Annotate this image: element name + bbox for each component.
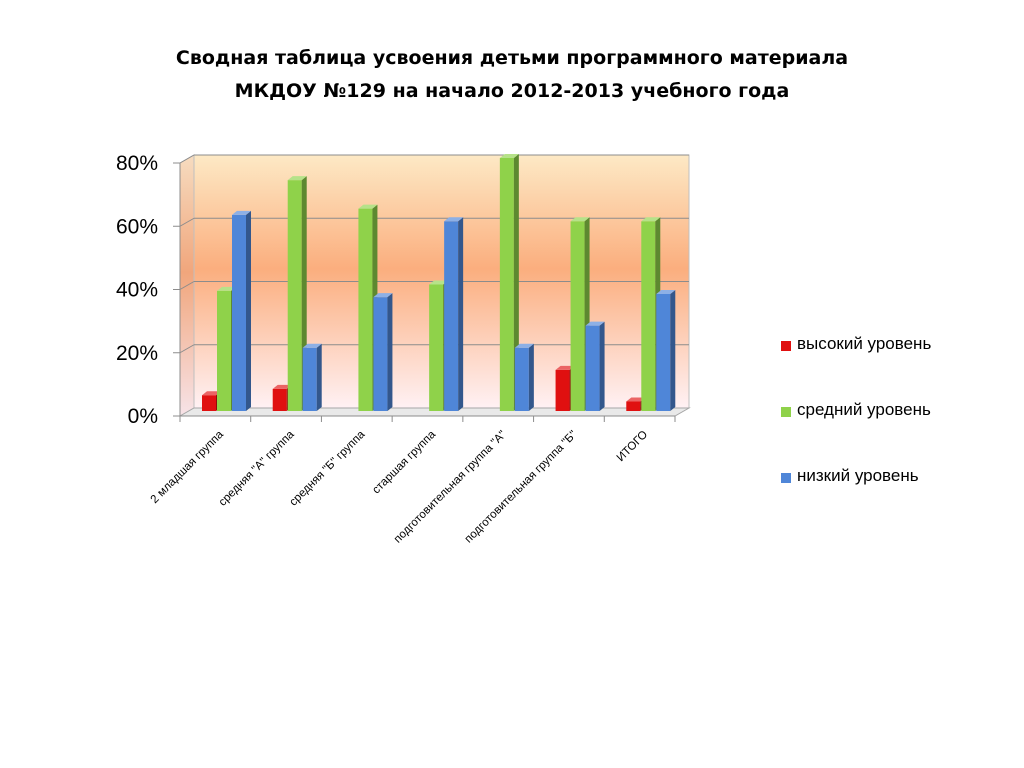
bar-top (287, 176, 307, 181)
bar-side (387, 293, 393, 411)
x-tick-label: 2 младшая группа (149, 428, 227, 506)
gridline-side (179, 344, 195, 354)
y-tick-label: 0% (128, 405, 158, 428)
bar (202, 395, 216, 411)
bar (358, 208, 373, 411)
bar-side (670, 289, 676, 411)
gridline-side (179, 217, 195, 227)
bar (373, 297, 388, 411)
y-tick-label: 60% (116, 215, 158, 238)
gridline-side (179, 281, 195, 290)
bar-top (429, 280, 449, 285)
y-tick-label: 20% (116, 342, 158, 365)
bar-top (499, 154, 519, 158)
bar-top (585, 321, 605, 326)
bar-top (444, 217, 464, 222)
legend-swatch-high (781, 341, 791, 351)
bar (232, 214, 246, 411)
bar-top (555, 365, 575, 370)
bar (641, 221, 656, 411)
x-tick-label: старшая группа (370, 428, 438, 496)
bar-top (656, 289, 676, 294)
x-tick-label: средняя "Б" группа (288, 428, 368, 508)
bar-top (514, 343, 534, 348)
bar (272, 388, 287, 411)
bar (656, 293, 671, 411)
legend-label-high: высокий уровень (797, 334, 932, 353)
bar-top (373, 293, 393, 298)
bar-top (570, 217, 590, 222)
bar (626, 401, 641, 411)
bar (514, 347, 529, 411)
bar (444, 221, 459, 411)
bar-top (358, 204, 378, 209)
y-tick-label: 80% (116, 152, 158, 175)
bar-top (302, 343, 322, 348)
x-tick-label: ИТОГО (615, 429, 651, 465)
bar (585, 325, 600, 411)
legend-label-low: низкий уровень (797, 466, 919, 485)
legend-swatch-low (781, 473, 791, 483)
bar-top (202, 391, 221, 396)
chart-title-line-2: МКДОУ №129 на начало 2012-2013 учебного … (234, 80, 790, 102)
bar (302, 347, 317, 411)
bar-top (626, 397, 646, 402)
bar (429, 284, 444, 411)
bar (499, 158, 514, 411)
x-tick-label: средняя "А" группа (217, 428, 297, 508)
bar-top (217, 286, 236, 291)
x-tick-label: подготовительная группа "Б" (463, 429, 580, 546)
legend-swatch-medium (781, 407, 791, 417)
bar (217, 290, 231, 411)
bar (570, 221, 585, 411)
gridline-side (179, 154, 195, 164)
bar-side (246, 210, 251, 411)
bar-top (641, 217, 661, 222)
bar-side (528, 343, 534, 411)
legend-label-medium: средний уровень (797, 400, 931, 419)
x-tick-label: подготовительная группа "А" (392, 429, 509, 546)
chart-title-line-1: Сводная таблица усвоения детьми программ… (175, 47, 849, 69)
bar-top (232, 210, 251, 215)
bar (287, 180, 302, 411)
bar (555, 369, 570, 411)
bar-side (458, 217, 464, 411)
bar-top (272, 384, 292, 389)
bar-side (599, 321, 605, 411)
bar-side (316, 343, 322, 411)
y-tick-label: 40% (116, 279, 158, 302)
